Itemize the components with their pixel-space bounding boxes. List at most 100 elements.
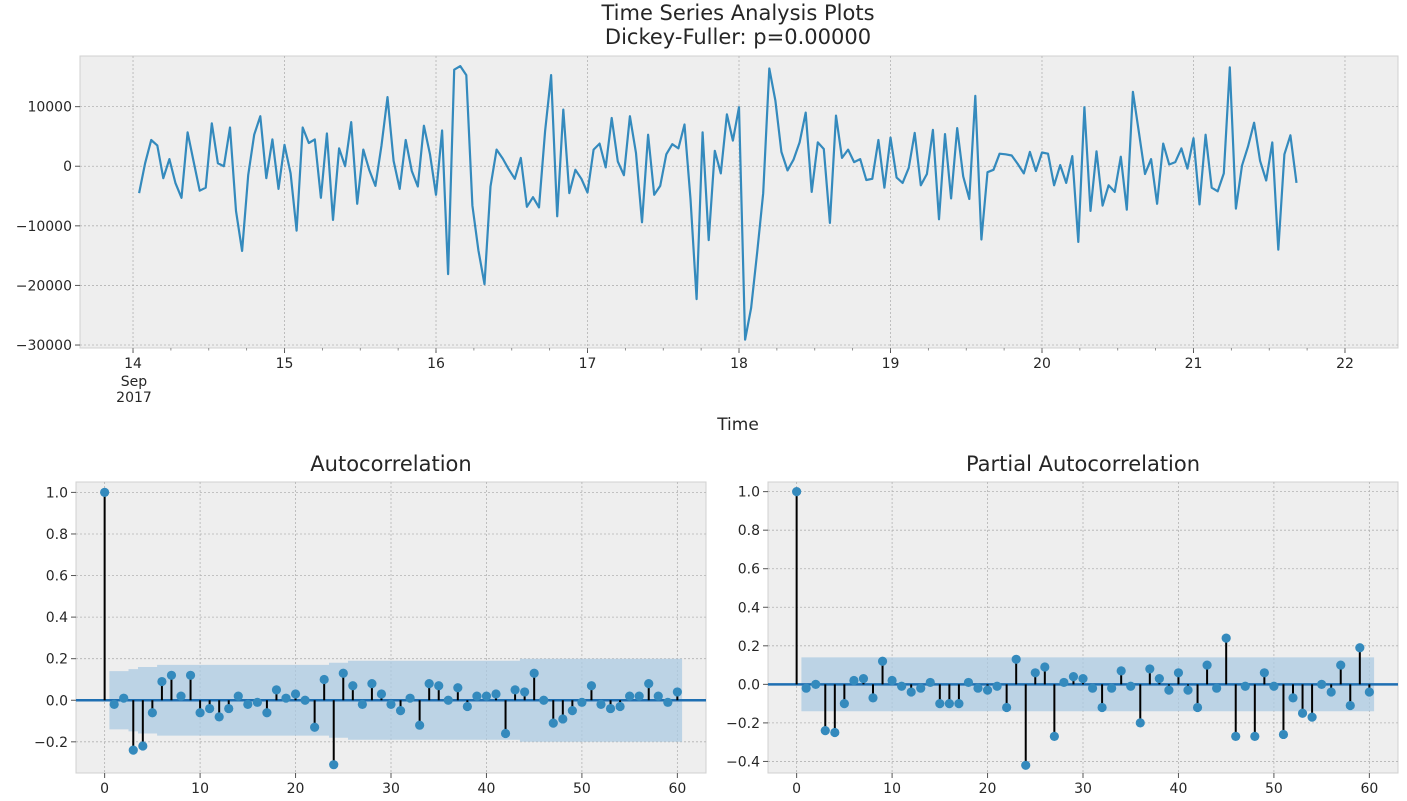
acf-x-tick-label: 20: [287, 781, 305, 797]
acf-stem-marker: [491, 689, 501, 699]
acf-stem-marker: [176, 691, 186, 701]
time-series-x-tick-label: 17: [579, 356, 597, 372]
acf-stem-marker: [138, 741, 148, 751]
acf-stem-marker: [472, 691, 482, 701]
time-series-y-ticks: 10000 0 −10000 −20000 −30000: [16, 100, 80, 354]
acf-stem-marker: [290, 689, 301, 699]
pacf-x-tick-label: 0: [792, 781, 801, 797]
pacf-stem-marker: [1087, 683, 1098, 693]
pacf-stem-marker: [954, 699, 964, 709]
acf-stem-marker: [348, 681, 358, 691]
pacf-stem-marker: [887, 675, 897, 686]
acf-x-tick-label: 50: [573, 781, 591, 797]
pacf-panel: Partial Autocorrelation 1.0 0.8 0.6 0.4 0.2 0…: [726, 452, 1399, 797]
pacf-stem-marker: [935, 699, 945, 709]
acf-stem-marker: [367, 679, 377, 689]
acf-y-tick-label: −0.2: [34, 735, 68, 751]
pacf-y-tick-label: 0.8: [738, 523, 760, 539]
time-series-x-tick-label: 15: [276, 356, 294, 372]
acf-stem-marker: [119, 693, 129, 703]
acf-y-tick-label: 0.8: [46, 527, 68, 543]
pacf-stem-marker: [1126, 681, 1136, 691]
pacf-stem-marker: [792, 487, 802, 497]
pacf-stem-marker: [858, 673, 869, 684]
acf-stem-marker: [224, 703, 234, 714]
pacf-stem-marker: [1135, 718, 1145, 728]
acf-stem-marker: [415, 720, 425, 730]
pacf-stem-marker: [877, 656, 888, 666]
pacf-stem-marker: [906, 687, 916, 697]
pacf-stem-marker: [1021, 760, 1031, 770]
acf-y-ticks: 1.0 0.8 0.6 0.4 0.2 0.0 −0.2: [34, 485, 76, 751]
pacf-y-tick-label: 0.0: [738, 677, 760, 693]
acf-stem-marker: [157, 676, 167, 687]
pacf-x-tick-label: 40: [1170, 781, 1188, 797]
acf-x-tick-label: 30: [382, 781, 400, 797]
time-series-x-tick-label: 16: [427, 356, 445, 372]
acf-stem-marker: [214, 712, 224, 722]
pacf-stem-marker: [963, 677, 974, 688]
pacf-stem-marker: [1049, 731, 1059, 741]
pacf-stem-marker: [839, 699, 849, 709]
acf-y-tick-label: 1.0: [46, 485, 68, 501]
pacf-y-ticks: 1.0 0.8 0.6 0.4 0.2 0.0 −0.2 −0.4: [726, 485, 768, 770]
acf-stem-marker: [205, 703, 215, 714]
acf-stem-marker: [596, 699, 606, 710]
pacf-y-tick-label: 0.2: [738, 639, 760, 655]
figure-subtitle: Dickey-Fuller: p=0.00000: [605, 25, 871, 49]
pacf-y-tick-label: 1.0: [738, 485, 760, 501]
acf-stem-marker: [195, 708, 205, 718]
pacf-stem-marker: [1059, 677, 1069, 688]
acf-stem-marker: [586, 681, 597, 691]
pacf-stem-marker: [1336, 660, 1346, 670]
acf-panel: Autocorrelation 1.0 0.8 0.6 0.4 0.2 0.0 −0.2 0…: [34, 452, 707, 797]
acf-stem-marker: [185, 670, 196, 680]
acf-stem-marker: [653, 691, 663, 701]
acf-stem-marker: [462, 701, 472, 712]
acf-x-tick-label: 60: [668, 781, 686, 797]
pacf-stem-marker: [1192, 702, 1203, 713]
time-series-x-ticks: 14 15 16 17 18 19 20 21 22: [124, 348, 1354, 372]
acf-stem-marker: [310, 722, 320, 732]
acf-stem-marker: [338, 668, 348, 678]
time-series-panel: 10000 0 −10000 −20000 −30000 14 15 16 17 18 19 20 2…: [16, 55, 1399, 435]
acf-stem-marker: [577, 697, 587, 707]
pacf-stem-marker: [1326, 687, 1336, 697]
acf-y-tick-label: 0.2: [46, 652, 68, 668]
acf-stem-marker: [567, 706, 577, 716]
pacf-stem-marker: [1221, 633, 1231, 643]
pacf-stem-marker: [1030, 668, 1040, 678]
acf-stem-marker: [252, 697, 262, 707]
acf-stem-marker: [147, 708, 157, 718]
acf-stem-marker: [271, 685, 282, 695]
acf-stem-marker: [434, 681, 444, 691]
pacf-stem-marker: [1307, 712, 1317, 722]
acf-stems: [100, 487, 682, 770]
pacf-y-tick-label: 0.6: [738, 562, 760, 578]
pacf-stem-marker: [1259, 668, 1269, 678]
acf-x-tick-label: 0: [100, 781, 109, 797]
pacf-title: Partial Autocorrelation: [966, 452, 1200, 476]
time-series-x-tick-label: 19: [882, 356, 900, 372]
acf-stem-marker: [166, 670, 177, 680]
pacf-stem-marker: [1345, 700, 1355, 711]
acf-y-tick-label: 0.4: [46, 610, 68, 626]
acf-y-tick-label: 0.0: [46, 693, 68, 709]
time-series-x-tick-label: 18: [730, 356, 748, 372]
pacf-stem-marker: [1278, 729, 1289, 740]
pacf-stem-marker: [1212, 683, 1222, 693]
pacf-stem-marker: [1183, 685, 1193, 695]
pacf-stem-marker: [1145, 664, 1155, 674]
pacf-stem-marker: [925, 677, 935, 688]
acf-stem-marker: [443, 695, 453, 705]
acf-x-tick-label: 40: [478, 781, 496, 797]
acf-stem-marker: [605, 703, 616, 714]
pacf-x-tick-label: 10: [883, 781, 901, 797]
acf-stem-marker: [453, 683, 463, 693]
pacf-stem-marker: [801, 683, 811, 693]
pacf-stem-marker: [1173, 668, 1184, 678]
figure-title: Time Series Analysis Plots: [600, 1, 874, 25]
pacf-stem-marker: [973, 683, 983, 693]
pacf-stem-marker: [1164, 685, 1174, 695]
pacf-stem-marker: [1068, 672, 1079, 682]
